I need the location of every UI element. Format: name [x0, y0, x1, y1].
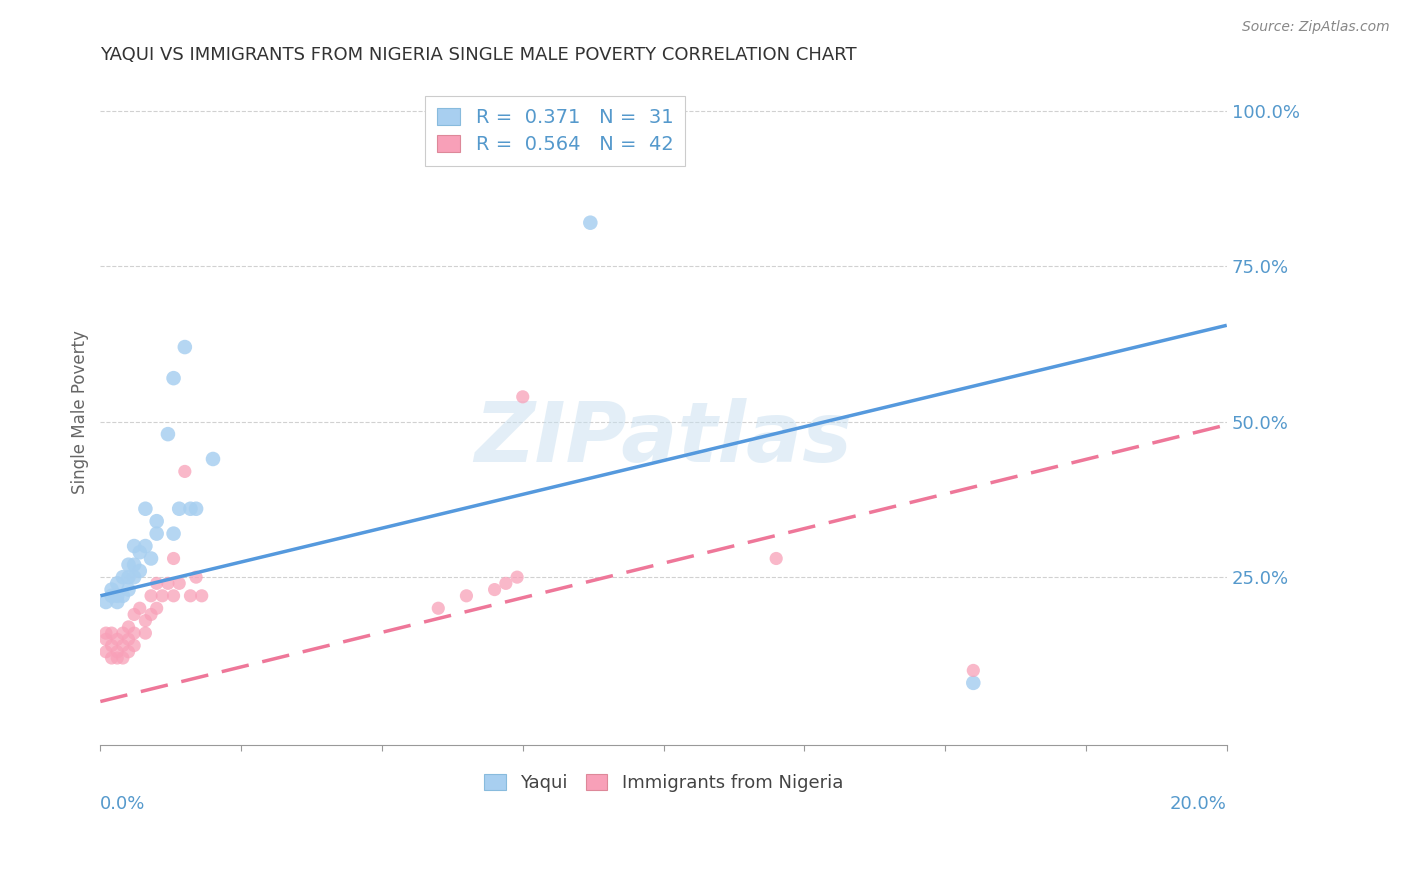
Point: [162, 589, 184, 603]
Point: [117, 582, 139, 597]
Point: [111, 651, 134, 665]
Point: [150, 589, 173, 603]
Point: [145, 601, 167, 615]
Point: [201, 452, 224, 467]
Point: [122, 558, 145, 572]
Legend: Yaqui, Immigrants from Nigeria: Yaqui, Immigrants from Nigeria: [477, 766, 851, 799]
Point: [105, 589, 128, 603]
Point: [117, 620, 139, 634]
Point: [139, 607, 162, 622]
Y-axis label: Single Male Poverty: Single Male Poverty: [72, 330, 89, 494]
Point: [111, 626, 134, 640]
Point: [167, 576, 190, 591]
Point: [134, 539, 156, 553]
Point: [962, 664, 984, 678]
Point: [167, 501, 190, 516]
Point: [134, 626, 156, 640]
Point: [100, 639, 122, 653]
Point: [162, 526, 184, 541]
Text: Source: ZipAtlas.com: Source: ZipAtlas.com: [1241, 20, 1389, 34]
Point: [156, 576, 179, 591]
Point: [100, 589, 122, 603]
Point: [139, 589, 162, 603]
Point: [122, 639, 145, 653]
Point: [122, 570, 145, 584]
Point: [765, 551, 787, 566]
Point: [179, 589, 201, 603]
Point: [117, 632, 139, 647]
Point: [94, 645, 117, 659]
Point: [173, 340, 195, 354]
Point: [100, 582, 122, 597]
Point: [427, 601, 450, 615]
Point: [100, 626, 122, 640]
Point: [128, 601, 150, 615]
Point: [190, 589, 212, 603]
Point: [962, 676, 984, 690]
Point: [139, 551, 162, 566]
Point: [122, 539, 145, 553]
Point: [122, 607, 145, 622]
Point: [94, 626, 117, 640]
Point: [156, 427, 179, 442]
Point: [122, 626, 145, 640]
Point: [484, 582, 506, 597]
Point: [94, 632, 117, 647]
Point: [134, 501, 156, 516]
Point: [184, 570, 207, 584]
Point: [117, 645, 139, 659]
Point: [179, 501, 201, 516]
Point: [173, 465, 195, 479]
Point: [145, 576, 167, 591]
Point: [456, 589, 478, 603]
Point: [128, 545, 150, 559]
Point: [94, 595, 117, 609]
Point: [579, 216, 602, 230]
Point: [105, 645, 128, 659]
Point: [162, 371, 184, 385]
Point: [105, 595, 128, 609]
Text: ZIPatlas: ZIPatlas: [475, 399, 852, 480]
Point: [162, 551, 184, 566]
Point: [100, 651, 122, 665]
Text: 0.0%: 0.0%: [100, 795, 146, 813]
Point: [105, 576, 128, 591]
Point: [111, 639, 134, 653]
Point: [134, 614, 156, 628]
Text: 20.0%: 20.0%: [1170, 795, 1227, 813]
Point: [145, 514, 167, 528]
Point: [105, 632, 128, 647]
Point: [128, 564, 150, 578]
Point: [495, 576, 517, 591]
Point: [105, 651, 128, 665]
Point: [506, 570, 529, 584]
Text: YAQUI VS IMMIGRANTS FROM NIGERIA SINGLE MALE POVERTY CORRELATION CHART: YAQUI VS IMMIGRANTS FROM NIGERIA SINGLE …: [100, 46, 858, 64]
Point: [117, 570, 139, 584]
Point: [111, 589, 134, 603]
Point: [184, 501, 207, 516]
Point: [512, 390, 534, 404]
Point: [117, 558, 139, 572]
Point: [111, 570, 134, 584]
Point: [145, 526, 167, 541]
